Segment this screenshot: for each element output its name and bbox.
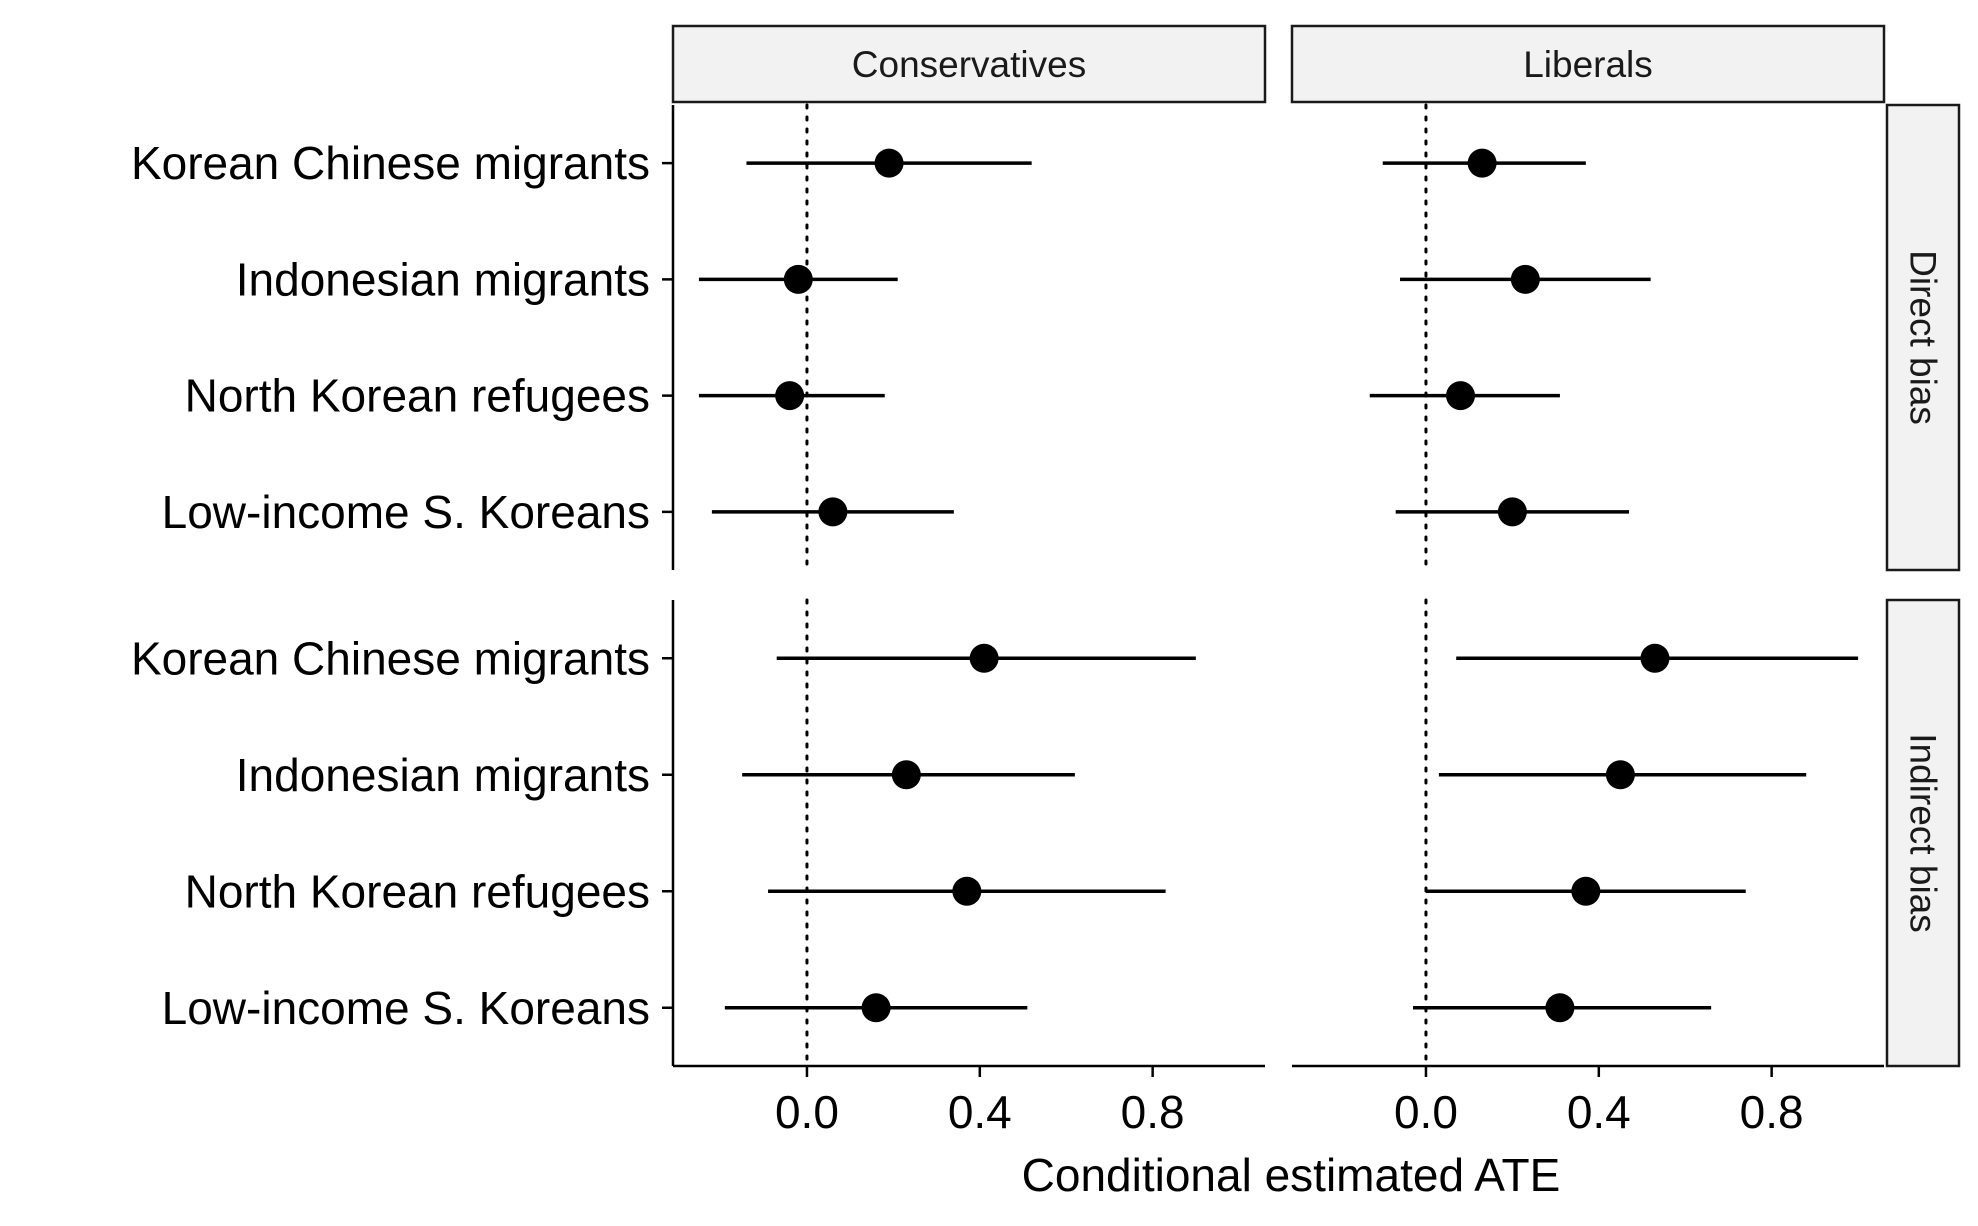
y-tick-label-low-income-s-koreans: Low-income S. Koreans [162, 982, 650, 1034]
strip-conservatives [671, 24, 1267, 104]
y-tick-label-indonesian-migrants: Indonesian migrants [236, 749, 650, 801]
point-conservatives-indirect-bias-indonesian-migrants [891, 760, 921, 790]
x-tick-label: 0.8 [1740, 1086, 1804, 1138]
x-tick-label: 0.4 [948, 1086, 1012, 1138]
point-liberals-indirect-bias-korean-chinese-migrants [1640, 643, 1670, 673]
strip-direct-bias [1885, 103, 1961, 572]
point-liberals-indirect-bias-north-korean-refugees [1571, 876, 1601, 906]
y-tick-label-indonesian-migrants: Indonesian migrants [236, 253, 650, 305]
point-conservatives-direct-bias-korean-chinese-migrants [874, 148, 904, 178]
strip-indirect-bias [1885, 598, 1961, 1068]
y-tick-label-north-korean-refugees: North Korean refugees [185, 370, 650, 422]
strip-liberals [1290, 24, 1886, 104]
panel-frames: Conservatives Liberals Direct bias Indirect… [671, 24, 1961, 1068]
point-liberals-direct-bias-north-korean-refugees [1446, 381, 1476, 411]
strip-label-liberals: Liberals [1523, 44, 1653, 85]
x-tick-label: 0.0 [1394, 1086, 1458, 1138]
panel-marks [698, 103, 1859, 1068]
point-conservatives-indirect-bias-korean-chinese-migrants [969, 643, 999, 673]
y-tick-label-north-korean-refugees: North Korean refugees [185, 865, 650, 917]
point-conservatives-direct-bias-low-income-s-koreans [818, 497, 848, 527]
point-liberals-indirect-bias-low-income-s-koreans [1545, 993, 1575, 1023]
axis-labels: Korean Chinese migrants Indonesian migran… [131, 137, 1804, 1138]
point-liberals-indirect-bias-indonesian-migrants [1605, 760, 1635, 790]
x-tick-label: 0.8 [1121, 1086, 1185, 1138]
point-conservatives-direct-bias-north-korean-refugees [775, 381, 805, 411]
point-conservatives-indirect-bias-low-income-s-koreans [861, 993, 891, 1023]
x-tick-label: 0.0 [775, 1086, 839, 1138]
point-liberals-direct-bias-indonesian-migrants [1510, 264, 1540, 294]
x-tick-label: 0.4 [1567, 1086, 1631, 1138]
y-tick-label-low-income-s-koreans: Low-income S. Koreans [162, 486, 650, 538]
y-tick-label-korean-chinese-migrants: Korean Chinese migrants [131, 632, 650, 684]
point-liberals-direct-bias-korean-chinese-migrants [1467, 148, 1497, 178]
y-tick-label-korean-chinese-migrants: Korean Chinese migrants [131, 137, 650, 189]
x-axis-title: Conditional estimated ATE [1022, 1149, 1561, 1201]
point-conservatives-direct-bias-indonesian-migrants [783, 264, 813, 294]
point-liberals-direct-bias-low-income-s-koreans [1497, 497, 1527, 527]
strip-label-conservatives: Conservatives [852, 44, 1086, 85]
strip-label-direct-bias: Direct bias [1903, 250, 1944, 425]
point-conservatives-indirect-bias-north-korean-refugees [952, 876, 982, 906]
strip-label-indirect-bias: Indirect bias [1903, 733, 1944, 933]
